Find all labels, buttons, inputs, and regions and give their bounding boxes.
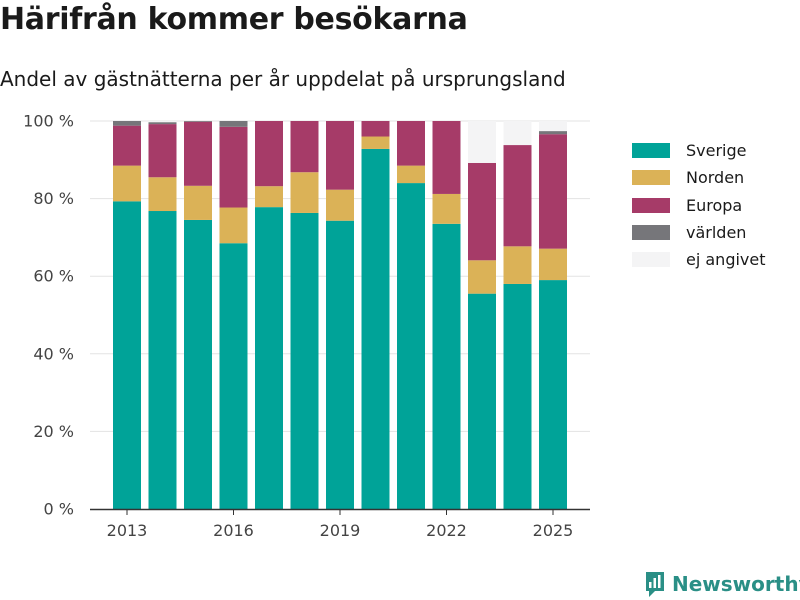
bar-segment	[255, 207, 283, 510]
legend-item: Sverige	[632, 137, 766, 164]
legend-swatch	[632, 197, 670, 213]
x-tick-label: 2022	[426, 521, 467, 540]
bar-segment	[290, 172, 319, 213]
legend-item: ej angivet	[632, 246, 766, 273]
bar-segment	[148, 177, 177, 212]
bar-segment	[539, 280, 567, 509]
x-tick-label: 2013	[107, 521, 148, 540]
legend-label: Europa	[686, 195, 743, 215]
y-tick-label: 100 %	[23, 112, 74, 131]
x-tick-label: 2016	[213, 521, 254, 540]
bar-segment	[184, 219, 212, 509]
legend-swatch	[632, 143, 670, 159]
bar-segment	[290, 121, 319, 173]
chart-subtitle: Andel av gästnätterna per år uppdelat på…	[0, 67, 566, 91]
bar-segment	[432, 121, 461, 194]
bar-segment	[290, 212, 319, 509]
bar-segment	[503, 283, 532, 509]
bar-segment	[326, 220, 354, 509]
bar-segment	[219, 207, 248, 244]
y-tick-label: 40 %	[33, 344, 74, 363]
chart-legend: Sverige Norden Europa världen ej angivet	[632, 137, 766, 273]
legend-label: ej angivet	[686, 250, 766, 270]
legend-label: Norden	[686, 168, 745, 188]
bar-segment	[184, 185, 212, 220]
bar-segment	[148, 122, 177, 125]
bar-segment	[326, 121, 354, 190]
y-tick-label: 0 %	[44, 500, 74, 519]
bar-segment	[361, 148, 390, 509]
brand-logo: Newsworthy	[644, 570, 800, 598]
bar-segment	[255, 121, 283, 187]
bar-segment	[539, 131, 567, 135]
bar-segment	[397, 121, 425, 166]
newsworthy-logo-icon	[646, 572, 664, 597]
legend-item: Europa	[632, 192, 766, 219]
bar-segment	[468, 162, 496, 261]
bar-segment	[184, 121, 212, 122]
bar-segment	[539, 121, 567, 132]
bar-segment	[361, 136, 390, 149]
legend-item: världen	[632, 219, 766, 246]
bar-segment	[326, 189, 354, 221]
bar-segment	[148, 124, 177, 178]
y-tick-label: 60 %	[33, 267, 74, 286]
legend-label: världen	[686, 223, 747, 243]
bar-segment	[255, 186, 283, 208]
bar-segment	[468, 293, 496, 509]
bar-segment	[361, 121, 390, 137]
y-tick-label: 20 %	[33, 422, 74, 441]
bar-segment	[468, 121, 496, 163]
bar-segment	[432, 223, 461, 509]
bar-segment	[113, 201, 141, 510]
bar-segment	[184, 121, 212, 186]
bar-segment	[219, 126, 248, 208]
brand-name: Newsworthy	[672, 572, 800, 596]
bar-segment	[219, 121, 248, 127]
bar-segment	[219, 243, 248, 509]
bar-segment	[432, 193, 461, 224]
bar-segment	[539, 134, 567, 249]
bar-segment	[148, 121, 177, 123]
legend-swatch	[632, 170, 670, 186]
legend-swatch	[632, 225, 670, 241]
bar-segment	[113, 125, 141, 166]
bar-segment	[503, 121, 532, 146]
x-tick-label: 2019	[320, 521, 361, 540]
legend-item: Norden	[632, 164, 766, 191]
bar-segment	[397, 183, 425, 509]
bar-segment	[503, 246, 532, 284]
bar-segment	[468, 260, 496, 294]
legend-label: Sverige	[686, 141, 747, 161]
bar-segment	[148, 211, 177, 510]
bar-segment	[503, 145, 532, 247]
bar-segment	[539, 248, 567, 281]
chart-title: Härifrån kommer besökarna	[0, 2, 468, 37]
bar-segment	[397, 165, 425, 184]
y-tick-label: 80 %	[33, 189, 74, 208]
x-tick-label: 2025	[533, 521, 574, 540]
bar-segment	[113, 165, 141, 202]
legend-swatch	[632, 252, 670, 268]
bar-segment	[113, 121, 141, 126]
